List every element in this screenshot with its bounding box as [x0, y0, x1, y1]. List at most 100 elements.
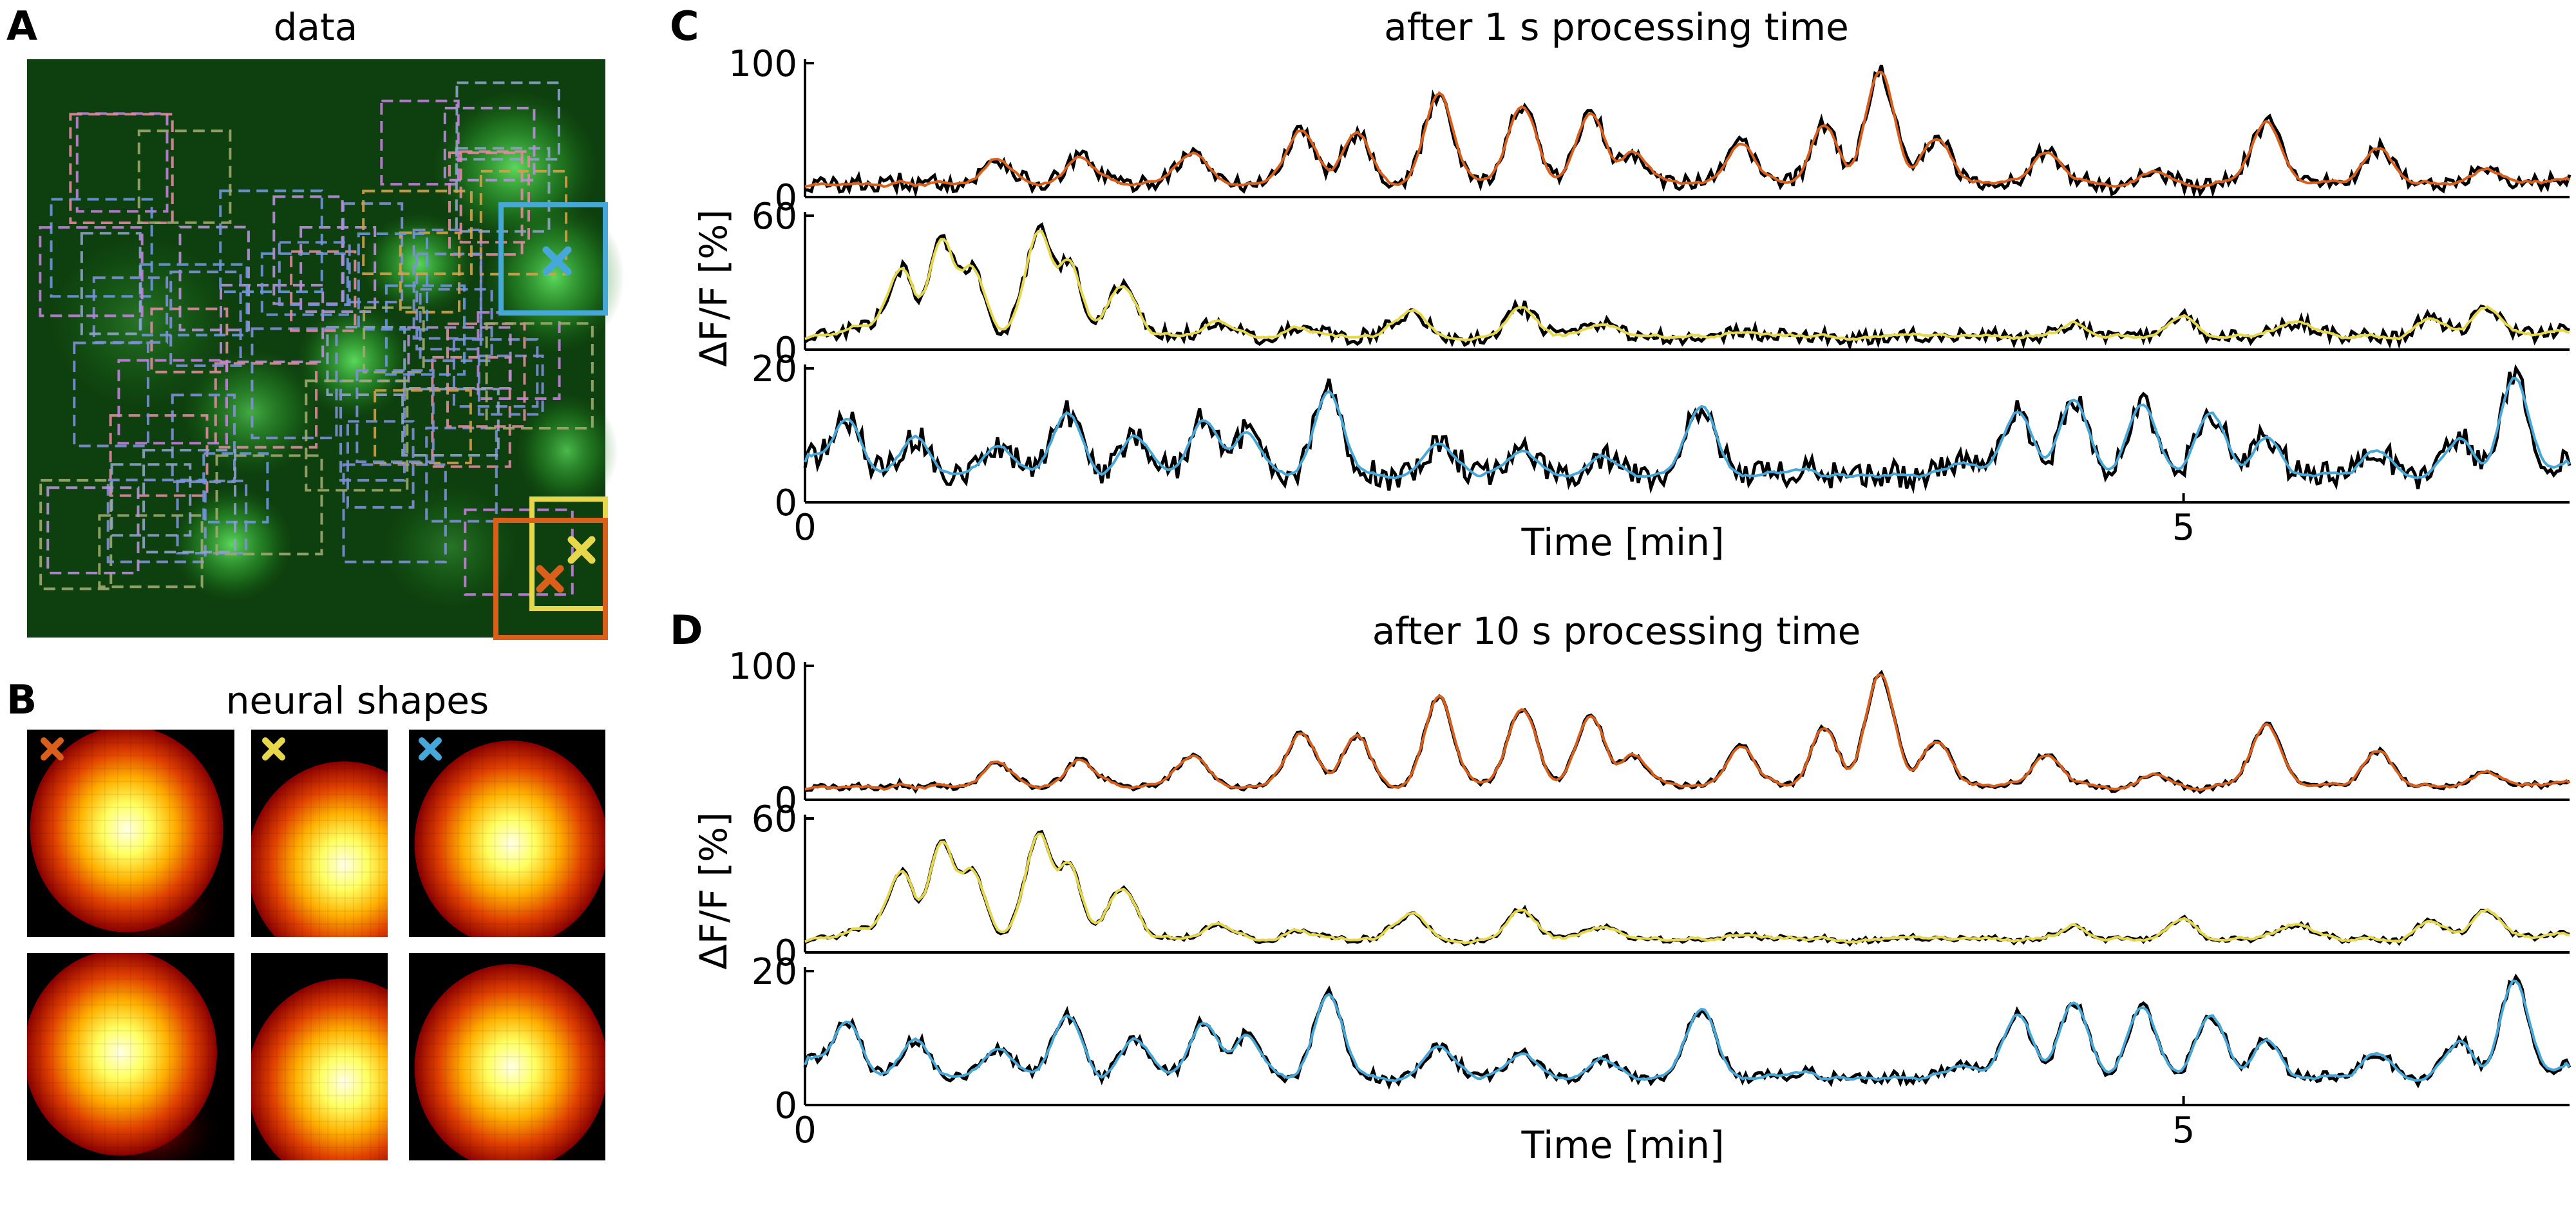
roi-box — [342, 202, 404, 304]
shape-marker-neuron1 — [41, 737, 64, 761]
roi-box — [305, 379, 409, 492]
roi-box — [98, 514, 204, 589]
roi-box — [69, 113, 174, 225]
y-tick-label: 0 — [774, 1085, 797, 1127]
roi-box — [260, 252, 349, 316]
roi-box — [464, 508, 574, 596]
roi-box — [73, 341, 149, 448]
subplot: 0 20 — [752, 348, 2571, 524]
shape-tile — [251, 730, 388, 937]
shape-tile — [409, 730, 605, 937]
x-tick-label: 5 — [2172, 507, 2195, 549]
marker-neuron2 — [567, 536, 596, 564]
roi-box — [178, 225, 250, 332]
subplot: 0 20 — [752, 951, 2571, 1127]
subplot: 0 100 — [728, 646, 2571, 822]
shape-marker-neuron2 — [262, 737, 285, 761]
y-tick-label: 0 — [774, 330, 797, 372]
y-tick-label: 20 — [752, 348, 797, 390]
y-tick-label: 0 — [774, 482, 797, 524]
roi-box — [407, 326, 512, 390]
panel-b: B neural shapes — [6, 676, 605, 1160]
roi-box — [363, 306, 425, 373]
estimated-trace — [804, 376, 2571, 480]
roi-box — [176, 479, 248, 554]
y-tick-label: 0 — [774, 177, 797, 219]
shape-tile — [27, 953, 234, 1160]
x-tick-label: 5 — [2172, 1110, 2195, 1151]
x-axis-label: Time [min] — [1520, 1123, 1724, 1167]
roi-box — [251, 327, 338, 440]
roi-box — [214, 362, 318, 449]
roi-box — [399, 231, 460, 314]
estimated-trace — [804, 979, 2571, 1082]
roi-neuron3 — [498, 202, 608, 316]
roi-box — [75, 112, 169, 213]
y-tick-label: 0 — [774, 932, 797, 974]
roi-box — [384, 284, 466, 376]
roi-box — [326, 326, 406, 397]
ground-truth-trace — [804, 222, 2571, 352]
y-tick-label: 100 — [728, 43, 797, 85]
roi-box — [137, 129, 232, 224]
ground-truth-trace — [804, 670, 2571, 795]
roi-box — [171, 393, 236, 484]
roi-box — [142, 449, 237, 554]
roi-box — [299, 226, 377, 314]
roi-box — [459, 150, 530, 244]
ground-truth-trace — [805, 64, 2571, 198]
panel-d-title: after 10 s processing time — [1372, 609, 1861, 653]
roi-box — [169, 270, 242, 367]
roi-box — [50, 198, 153, 298]
roi-box — [425, 426, 498, 523]
shape-tile — [409, 953, 605, 1160]
panel-b-title: neural shapes — [226, 679, 489, 723]
roi-box — [80, 232, 142, 336]
roi-box — [479, 169, 568, 276]
roi-box — [443, 106, 536, 182]
roi-box — [485, 322, 594, 430]
roi-boxes — [39, 81, 594, 596]
roi-box — [431, 355, 511, 468]
x-tick-label: 0 — [793, 507, 817, 549]
roi-box — [355, 369, 435, 464]
y-tick-label: 60 — [752, 196, 797, 238]
roi-box — [110, 463, 192, 537]
roi-box — [46, 486, 140, 574]
roi-box — [278, 241, 351, 307]
estimated-trace — [804, 674, 2571, 791]
roi-box — [452, 338, 539, 408]
marker-neuron1 — [536, 565, 564, 593]
panel-d-letter: D — [670, 607, 703, 654]
panel-d: D after 10 s processing time 01000600200… — [670, 607, 2571, 1167]
subplot: 0 60 — [752, 196, 2571, 372]
marker-neuron3 — [542, 246, 572, 276]
roi-box — [415, 252, 482, 351]
panel-c-title: after 1 s processing time — [1384, 5, 1849, 49]
y-axis-label: ΔF/F [%] — [692, 209, 735, 367]
panel-a-letter: A — [6, 3, 37, 50]
estimated-trace — [804, 229, 2570, 342]
y-tick-label: 60 — [752, 799, 797, 840]
y-tick-label: 100 — [728, 646, 797, 688]
neural-shape-tiles — [27, 730, 605, 1160]
roi-box — [117, 359, 228, 445]
shape-tile — [251, 953, 388, 1160]
subplot: 0 100 — [728, 43, 2571, 219]
roi-box — [362, 189, 473, 276]
roi-box — [39, 226, 144, 317]
x-axis-label: Time [min] — [1520, 520, 1724, 564]
roi-neuron1 — [493, 518, 608, 640]
shape-marker-neuron3 — [419, 737, 442, 761]
panel-a-title: data — [274, 5, 358, 49]
x-tick-label: 0 — [793, 1110, 817, 1151]
roi-box — [109, 414, 209, 497]
y-tick-label: 20 — [752, 951, 797, 993]
roi-box — [401, 388, 500, 457]
roi-box — [357, 232, 429, 331]
roi-box — [374, 389, 472, 464]
estimated-trace — [804, 71, 2571, 189]
y-tick-label: 0 — [774, 780, 797, 822]
